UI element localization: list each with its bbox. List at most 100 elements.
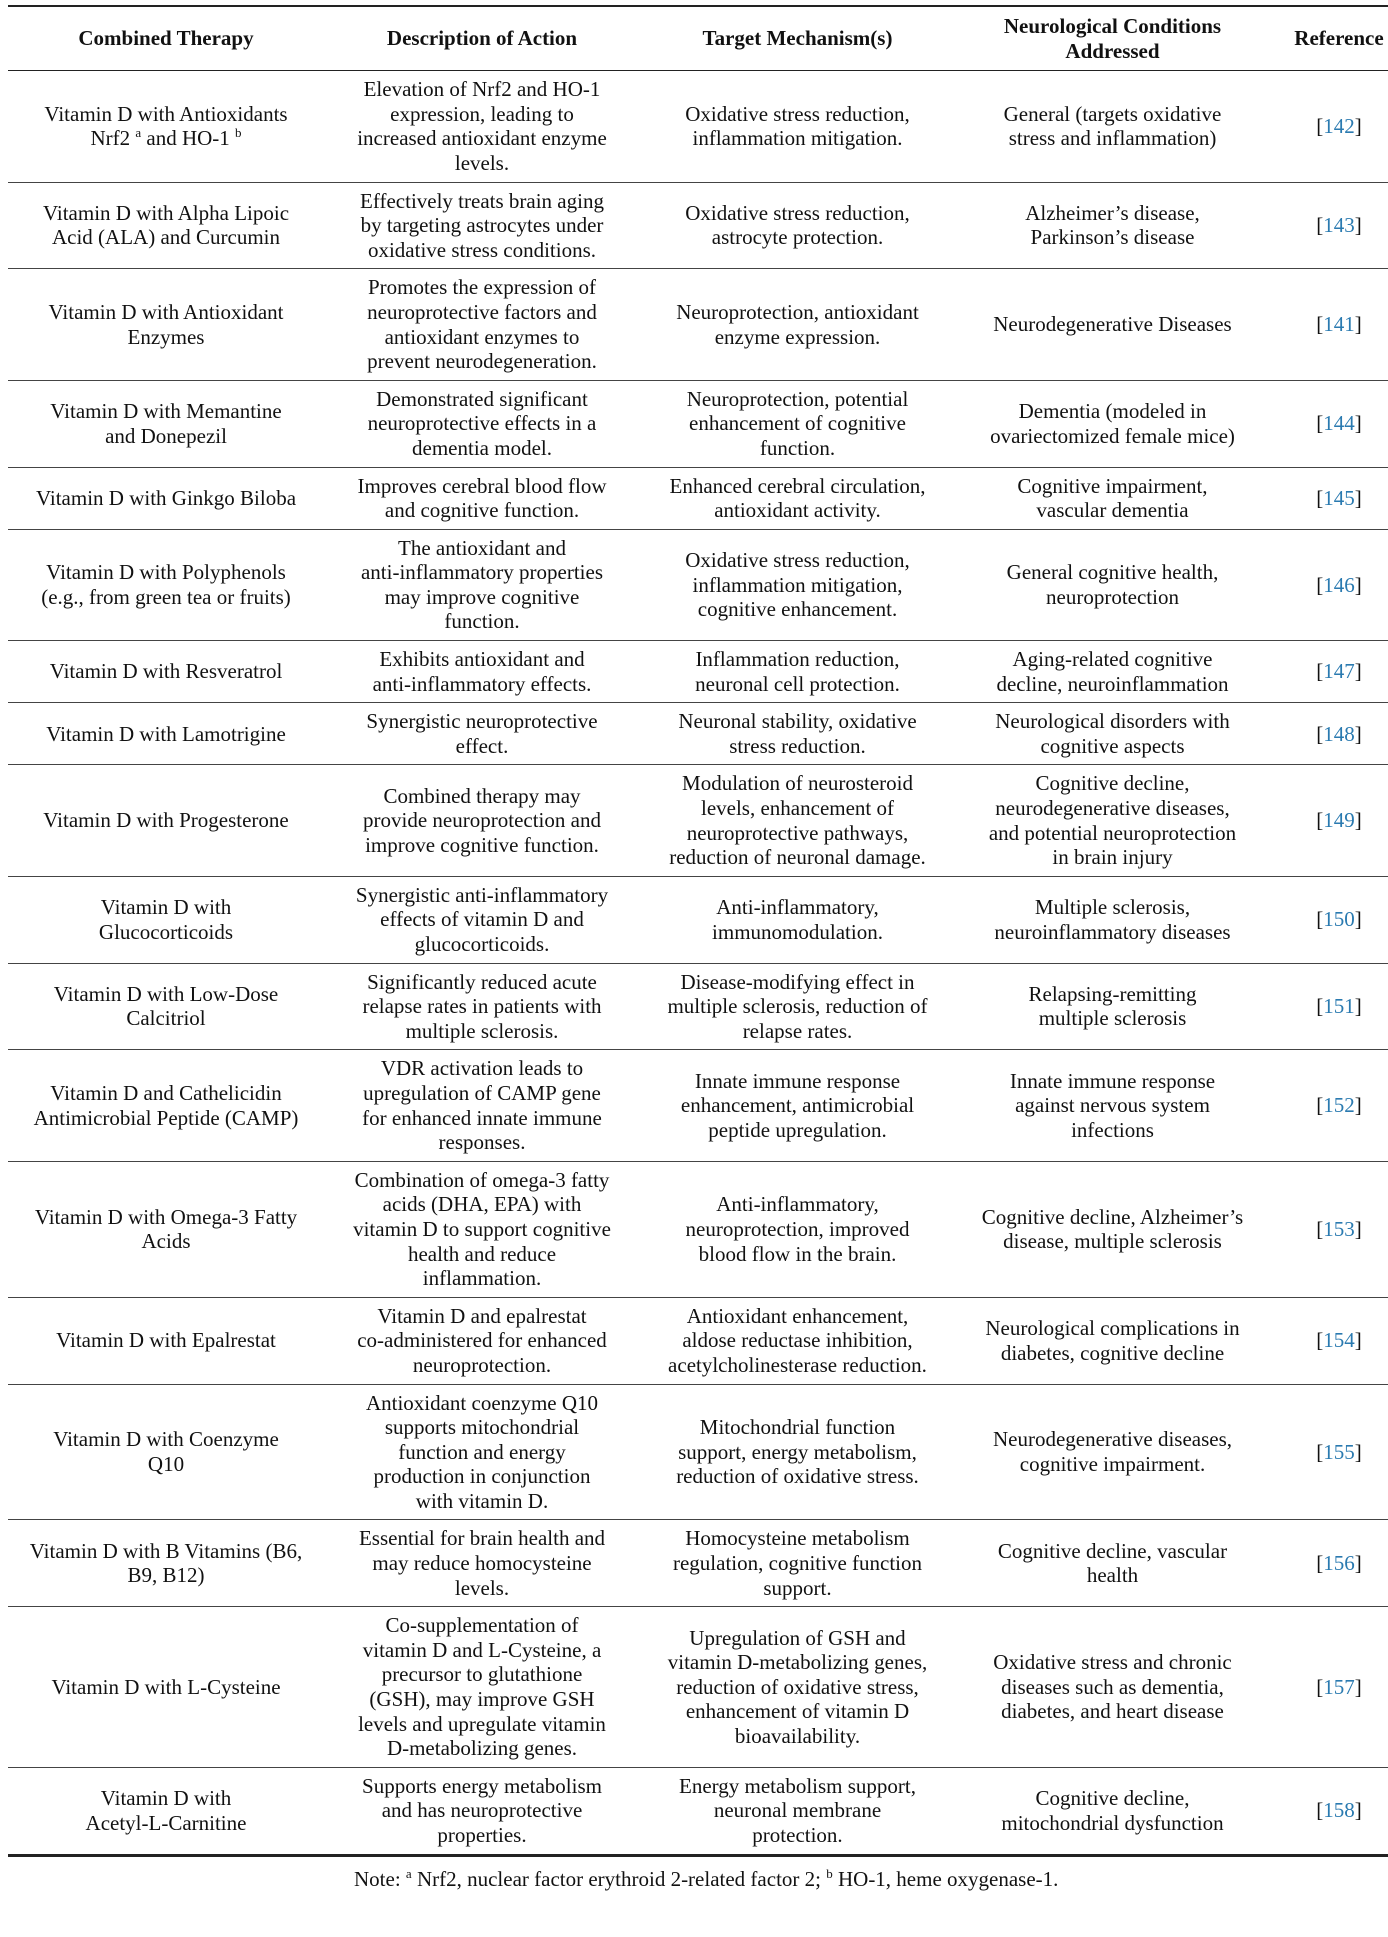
- reference-link[interactable]: 154: [1323, 1328, 1355, 1353]
- table-row: Vitamin D with Resveratrol Exhibits antio…: [8, 641, 1388, 703]
- therapy-cell: Vitamin D with Antioxidant Enzymes: [48, 299, 284, 349]
- reference-link[interactable]: 143: [1323, 213, 1355, 238]
- mechanism-cell: Anti-inflammatory, immunomodulation.: [712, 895, 883, 944]
- therapy-cell: Vitamin D with Polyphenols (e.g., from g…: [41, 560, 291, 609]
- table-row: Vitamin D with Polyphenols (e.g., from g…: [8, 529, 1388, 641]
- mechanism-cell: Neuronal stability, oxidative stress red…: [678, 709, 917, 758]
- reference-link[interactable]: 155: [1323, 1439, 1355, 1464]
- table-header-row: Combined Therapy Description of Action T…: [8, 6, 1388, 71]
- table-row: Vitamin D with Memantine and Donepezil De…: [8, 380, 1388, 467]
- reference-cell: [143]: [1316, 213, 1362, 238]
- reference-cell: [155]: [1316, 1439, 1362, 1464]
- conditions-cell: Cognitive decline, mitochondrial dysfunc…: [1001, 1786, 1224, 1835]
- reference-cell: [146]: [1316, 572, 1362, 597]
- description-cell: Supports energy metabolism and has neuro…: [362, 1773, 602, 1847]
- reference-cell: [150]: [1316, 907, 1362, 932]
- therapy-cell: Vitamin D with Antioxidants Nrf2 a and H…: [44, 101, 288, 151]
- conditions-cell: Cognitive decline, Alzheimer’s disease, …: [981, 1204, 1244, 1254]
- conditions-cell: General cognitive health, neuroprotectio…: [1006, 560, 1219, 609]
- table-row: Vitamin D with Epalrestat Vitamin D and e…: [8, 1297, 1388, 1384]
- description-cell: Vitamin D and epalrestat co-administered…: [357, 1303, 607, 1377]
- reference-cell: [156]: [1316, 1551, 1362, 1576]
- description-cell: Significantly reduced acute relapse rate…: [362, 969, 602, 1043]
- description-cell: Promotes the expression of neuroprotecti…: [367, 275, 597, 374]
- therapy-cell: Vitamin D with Ginkgo Biloba: [35, 485, 297, 510]
- conditions-cell: Innate immune response against nervous s…: [1009, 1068, 1216, 1142]
- table-row: Vitamin D with L-Cysteine Co-supplementat…: [8, 1607, 1388, 1768]
- therapy-cell: Vitamin D with Coenzyme Q10: [53, 1427, 279, 1476]
- description-cell: Improves cerebral blood flow and cogniti…: [357, 473, 607, 523]
- header-target-mechanism: Target Mechanism(s): [702, 26, 893, 51]
- reference-link[interactable]: 150: [1323, 907, 1355, 932]
- reference-link[interactable]: 156: [1323, 1551, 1355, 1576]
- reference-link[interactable]: 144: [1323, 411, 1355, 436]
- description-cell: VDR activation leads to upregulation of …: [362, 1056, 602, 1155]
- description-cell: Synergistic neuroprotective effect.: [366, 709, 598, 758]
- therapy-cell: Vitamin D with Epalrestat: [56, 1328, 276, 1353]
- conditions-cell: Relapsing-remitting multiple sclerosis: [1028, 981, 1197, 1031]
- reference-cell: [157]: [1316, 1674, 1362, 1699]
- therapy-cell: Vitamin D with Progesterone: [43, 808, 289, 833]
- reference-link[interactable]: 142: [1323, 114, 1355, 139]
- reference-cell: [142]: [1316, 114, 1362, 139]
- header-reference: Reference: [1294, 26, 1384, 51]
- mechanism-cell: Energy metabolism support, neuronal memb…: [679, 1773, 916, 1847]
- conditions-cell: Neurodegenerative diseases, cognitive im…: [992, 1427, 1233, 1476]
- reference-link[interactable]: 153: [1323, 1216, 1355, 1241]
- table-row: Vitamin D with Acetyl-L-Carnitine Support…: [8, 1767, 1388, 1856]
- therapy-cell: Vitamin D with Low-Dose Calcitriol: [53, 981, 279, 1031]
- therapy-cell: Vitamin D with Alpha Lipoic Acid (ALA) a…: [42, 200, 290, 250]
- footnote-a: a: [135, 125, 142, 141]
- mechanism-cell: Disease-modifying effect in multiple scl…: [667, 969, 928, 1043]
- reference-link[interactable]: 145: [1323, 485, 1355, 510]
- header-combined-therapy: Combined Therapy: [78, 26, 254, 51]
- footnote-b: b: [235, 125, 242, 141]
- therapy-cell: Vitamin D with Lamotrigine: [46, 721, 286, 746]
- description-cell: Combination of omega-3 fatty acids (DHA,…: [353, 1167, 611, 1291]
- description-cell: Synergistic anti-inflammatory effects of…: [355, 882, 609, 956]
- conditions-cell: Cognitive impairment, vascular dementia: [1017, 473, 1208, 523]
- therapy-cell: Vitamin D with Glucocorticoids: [98, 895, 234, 944]
- mechanism-cell: Oxidative stress reduction, astrocyte pr…: [685, 200, 910, 250]
- mechanism-cell: Inflammation reduction, neuronal cell pr…: [695, 647, 900, 696]
- description-cell: Antioxidant coenzyme Q10 supports mitoch…: [365, 1390, 599, 1513]
- mechanism-cell: Neuroprotection, antioxidant enzyme expr…: [676, 299, 919, 349]
- reference-link[interactable]: 157: [1323, 1674, 1355, 1699]
- mechanism-cell: Enhanced cerebral circulation, antioxida…: [669, 473, 926, 523]
- table-row: Vitamin D with B Vitamins (B6, B9, B12) E…: [8, 1520, 1388, 1607]
- conditions-cell: Multiple sclerosis, neuroinflammatory di…: [994, 895, 1231, 944]
- reference-link[interactable]: 146: [1323, 572, 1355, 597]
- reference-cell: [141]: [1316, 312, 1362, 337]
- mechanism-cell: Modulation of neurosteroid levels, enhan…: [669, 771, 926, 870]
- mechanism-cell: Oxidative stress reduction, inflammation…: [685, 101, 910, 151]
- table-row: Vitamin D and Cathelicidin Antimicrobial…: [8, 1050, 1388, 1162]
- therapy-cell: Vitamin D with Memantine and Donepezil: [50, 399, 282, 448]
- table-row: Vitamin D with Coenzyme Q10 Antioxidant c…: [8, 1384, 1388, 1520]
- description-cell: Effectively treats brain aging by target…: [360, 188, 604, 262]
- description-cell: The antioxidant and anti-inflammatory pr…: [360, 535, 603, 634]
- reference-link[interactable]: 151: [1323, 994, 1355, 1019]
- reference-link[interactable]: 149: [1323, 808, 1355, 833]
- reference-link[interactable]: 152: [1323, 1093, 1355, 1118]
- table-row: Vitamin D with Low-Dose Calcitriol Signif…: [8, 963, 1388, 1050]
- description-cell: Essential for brain health and may reduc…: [358, 1526, 606, 1600]
- description-cell: Demonstrated significant neuroprotective…: [367, 386, 597, 460]
- combined-therapy-table: Combined Therapy Description of Action T…: [8, 5, 1388, 1857]
- reference-link[interactable]: 141: [1323, 312, 1355, 337]
- table-row: Vitamin D with Antioxidant Enzymes Promot…: [8, 269, 1388, 381]
- conditions-cell: Neurological disorders with cognitive as…: [995, 709, 1230, 758]
- reference-link[interactable]: 147: [1323, 659, 1355, 684]
- conditions-cell: General (targets oxidative stress and in…: [1003, 101, 1222, 151]
- description-cell: Combined therapy may provide neuroprotec…: [363, 783, 601, 857]
- reference-link[interactable]: 158: [1323, 1798, 1355, 1823]
- reference-link[interactable]: 148: [1323, 721, 1355, 746]
- therapy-cell: Vitamin D with L-Cysteine: [51, 1674, 281, 1699]
- reference-cell: [153]: [1316, 1216, 1362, 1241]
- mechanism-cell: Innate immune response enhancement, anti…: [680, 1068, 915, 1142]
- reference-cell: [151]: [1316, 994, 1362, 1019]
- mechanism-cell: Mitochondrial function support, energy m…: [676, 1415, 919, 1489]
- table-row: Vitamin D with Lamotrigine Synergistic ne…: [8, 703, 1388, 765]
- mechanism-cell: Oxidative stress reduction, inflammation…: [685, 547, 910, 622]
- mechanism-cell: Neuroprotection, potential enhancement o…: [686, 386, 909, 460]
- therapy-cell: Vitamin D with Omega-3 Fatty Acids: [34, 1204, 298, 1254]
